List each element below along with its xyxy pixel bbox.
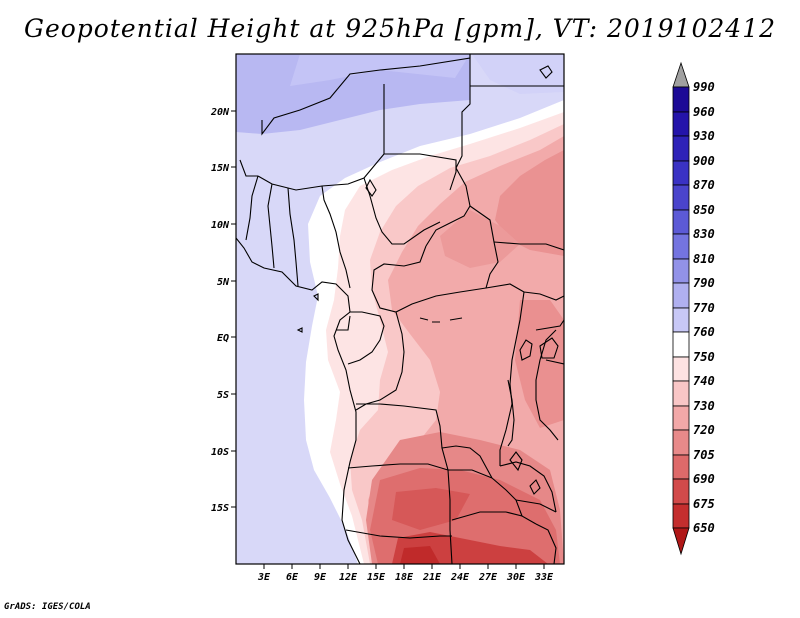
colorbar-segment — [672, 503, 690, 529]
colorbar-segment — [672, 307, 690, 333]
colorbar-segment — [672, 331, 690, 358]
colorbar-segment — [672, 282, 690, 309]
colorbar-label: 790 — [693, 276, 715, 290]
lat-label-20n: 20N — [210, 107, 230, 118]
colorbar-label: 720 — [693, 423, 715, 437]
colorbar-segment — [672, 380, 690, 407]
colorbar-segment — [672, 160, 690, 186]
lon-label-12e: 12E — [339, 572, 358, 583]
colorbar-label: 960 — [693, 105, 715, 119]
colorbar-label: 750 — [693, 350, 715, 364]
colorbar-segment — [672, 405, 690, 431]
colorbar-label: 730 — [693, 399, 715, 413]
lat-label-15s: 15S — [211, 503, 229, 514]
colorbar-segment — [672, 356, 690, 382]
height-field — [236, 54, 564, 564]
lat-label-5n: 5N — [217, 277, 230, 288]
colorbar-top-arrow — [672, 61, 690, 88]
colorbar-segment — [672, 429, 690, 456]
lon-label-6e: 6E — [286, 572, 299, 583]
colorbar-label: 770 — [693, 301, 715, 315]
colorbar-label: 810 — [693, 252, 715, 266]
lon-label-27e: 27E — [478, 572, 498, 583]
colorbar-segment — [672, 258, 690, 284]
colorbar-segment — [672, 209, 690, 235]
lon-ticks — [263, 564, 545, 569]
colorbar-segment — [672, 233, 690, 260]
colorbar-segment — [672, 135, 690, 162]
lat-label-5s: 5S — [217, 390, 229, 401]
colorbar-label: 930 — [693, 129, 715, 143]
lat-label-15n: 15N — [211, 163, 230, 174]
lat-label-eq: EQ — [217, 333, 229, 344]
credit-label: GrADS: IGES/COLA — [4, 602, 91, 612]
map-frame — [235, 53, 565, 565]
colorbar-label: 650 — [693, 521, 715, 535]
colorbar — [672, 61, 690, 556]
colorbar-label: 990 — [693, 80, 715, 94]
colorbar-label: 675 — [693, 497, 715, 511]
colorbar-segment — [672, 86, 690, 113]
lon-label-3e: 3E — [257, 572, 271, 583]
colorbar-segment — [672, 184, 690, 211]
colorbar-label: 690 — [693, 472, 715, 486]
colorbar-segment — [672, 478, 690, 505]
colorbar-bottom-arrow — [672, 527, 690, 556]
lat-ticks — [231, 110, 236, 508]
lat-label-10n: 10N — [211, 220, 230, 231]
colorbar-segment — [672, 454, 690, 480]
colorbar-label: 830 — [693, 227, 715, 241]
lon-label-30e: 30E — [506, 572, 526, 583]
lon-label-15e: 15E — [367, 572, 386, 583]
colorbar-label: 760 — [693, 325, 715, 339]
colorbar-label: 850 — [693, 203, 715, 217]
colorbar-segment — [672, 111, 690, 137]
lon-label-9e: 9E — [314, 572, 327, 583]
lon-label-24e: 24E — [450, 572, 470, 583]
colorbar-label: 900 — [693, 154, 715, 168]
lat-label-10s: 10S — [211, 447, 229, 458]
lon-label-18e: 18E — [395, 572, 414, 583]
colorbar-label: 740 — [693, 374, 715, 388]
chart-title: Geopotential Height at 925hPa [gpm], VT:… — [23, 14, 777, 43]
country-borders — [236, 54, 564, 564]
lon-label-33e: 33E — [534, 572, 554, 583]
colorbar-label: 705 — [693, 448, 715, 462]
colorbar-label: 870 — [693, 178, 715, 192]
lon-label-21e: 21E — [422, 572, 442, 583]
